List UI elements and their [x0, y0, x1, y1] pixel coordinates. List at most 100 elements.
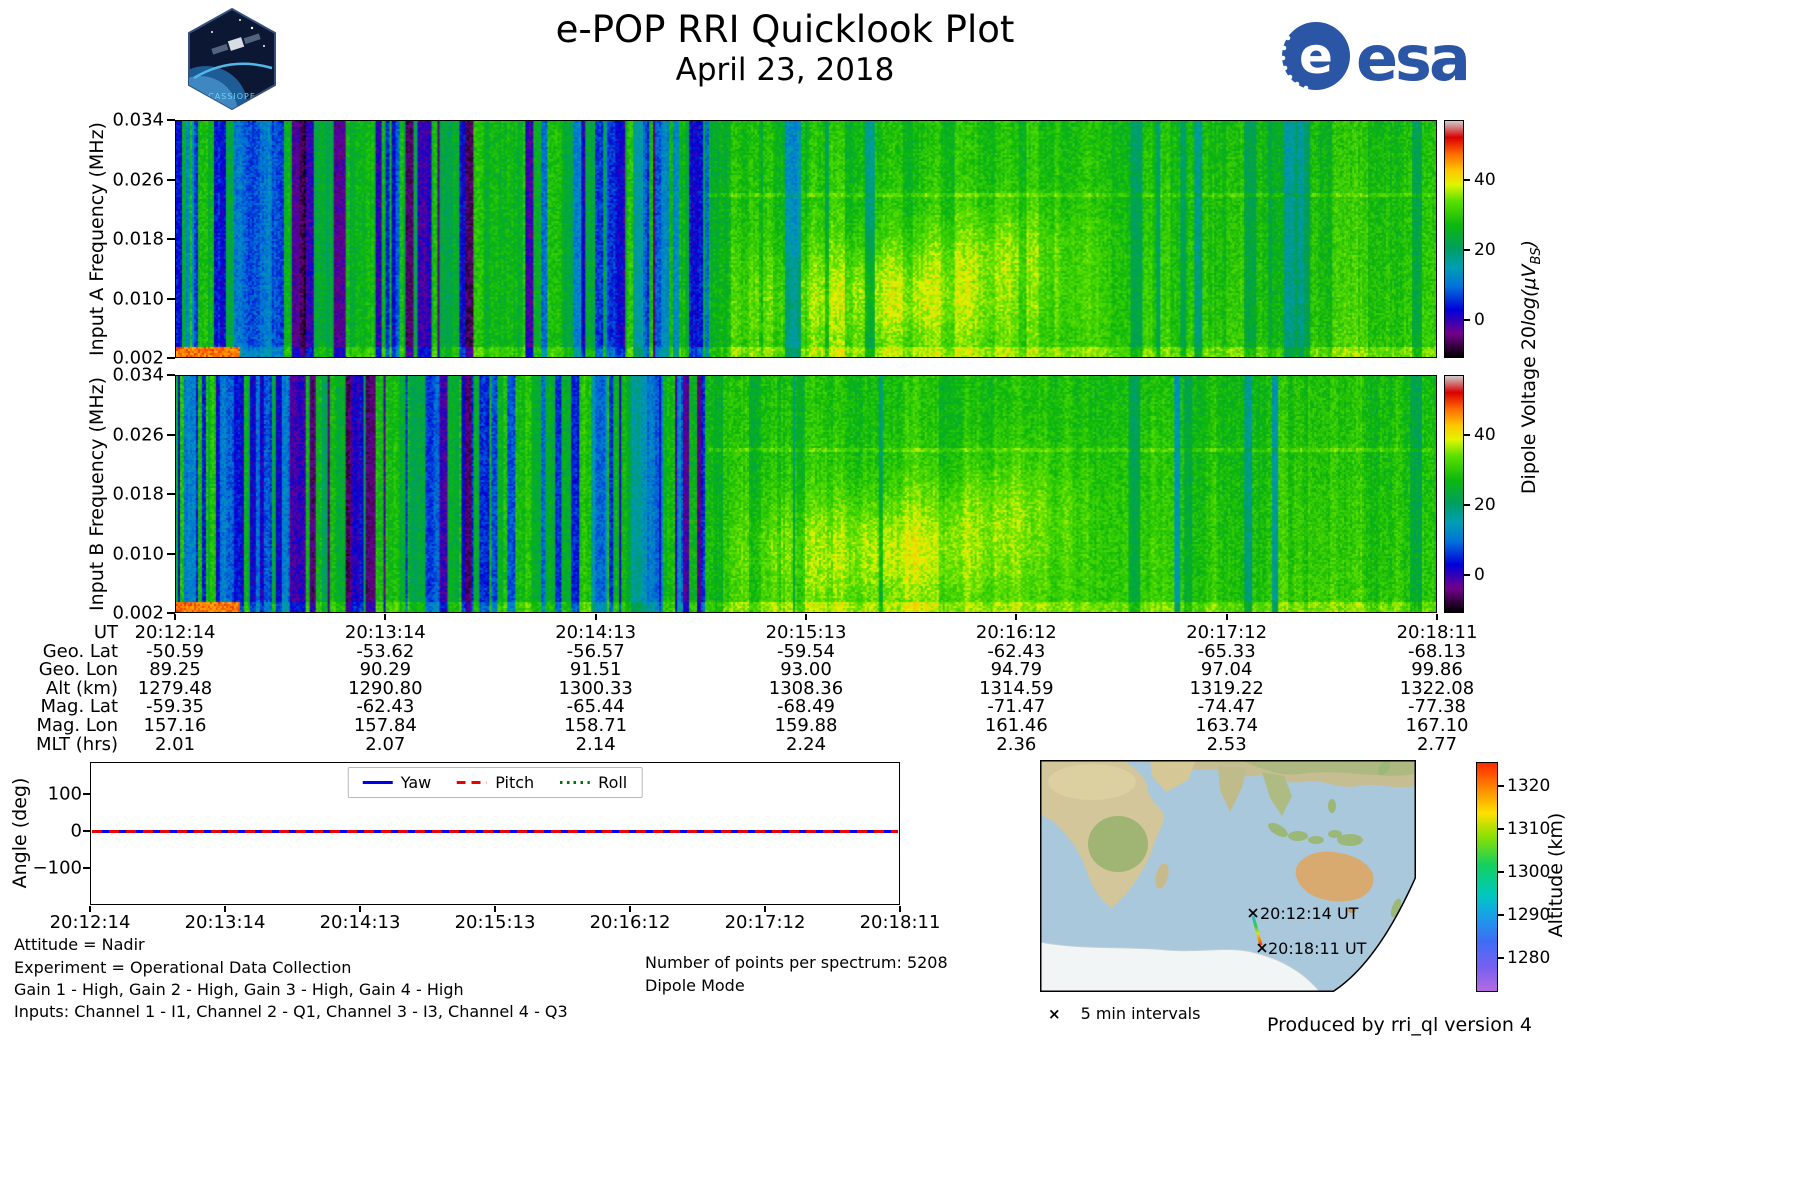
ephemeris-cell: -68.13: [1407, 640, 1467, 662]
track-end-label: 20:18:11 UT: [1268, 939, 1367, 958]
spectro-xtick-mark: [594, 614, 597, 620]
angle-ytick-label: −100: [32, 857, 82, 879]
angle-xtick-label: 20:14:13: [319, 912, 401, 933]
angle-xtick-label: 20:15:13: [454, 912, 536, 933]
spectro-ytick-mark: [167, 297, 175, 300]
ephemeris-cell: 161.46: [984, 715, 1048, 736]
ephemeris-row-label: UT: [93, 622, 118, 643]
ephemeris-cell: 20:15:13: [765, 622, 847, 643]
angle-ytick-label: 100: [47, 783, 82, 805]
spectro-ytick-mark: [167, 433, 175, 436]
legend-item-yaw: Yaw: [362, 773, 432, 792]
colorbar-tick-mark: [1464, 434, 1470, 436]
ephemeris-cell: 157.84: [353, 715, 417, 736]
map-madagascar: [1155, 863, 1169, 889]
spectro-ytick-label: 0.018: [112, 228, 164, 250]
ephemeris-cell: 2.77: [1416, 733, 1458, 755]
colorbar-tick-label: 20: [1474, 240, 1496, 260]
ephemeris-cell: -50.59: [145, 640, 205, 662]
ephemeris-cell: 2.14: [575, 733, 616, 755]
note-points: Number of points per spectrum: 5208: [645, 953, 948, 972]
angle-xtick-label: 20:18:11: [859, 912, 941, 933]
angle-ytick-mark: [83, 830, 90, 832]
esa-wordmark: esa: [1356, 22, 1468, 95]
spectro-ytick-label: 0.018: [112, 483, 164, 505]
alt-colorbar-tick-label: 1300: [1507, 862, 1551, 882]
ephemeris-cell: -62.43: [356, 696, 415, 718]
track-start-label: 20:12:14 UT: [1260, 904, 1359, 923]
colorbar-tick-label: 40: [1474, 425, 1496, 445]
esa-logo-globe: [1282, 22, 1350, 90]
ephemeris-cell: 20:12:14: [134, 622, 216, 643]
colorbar-tick-label: 40: [1474, 170, 1496, 190]
ephemeris-cell: 1322.08: [1399, 677, 1475, 699]
ephemeris-cell: -68.49: [776, 696, 836, 718]
patch-mission-name: CASSIOPE: [208, 92, 256, 101]
angle-xtick-label: 20:13:14: [184, 912, 266, 933]
alt-colorbar-tick-mark: [1498, 871, 1504, 873]
spectro-ytick-label: 0.002: [112, 347, 164, 369]
spectro-xtick-mark: [174, 614, 176, 620]
patch-satellite: [211, 33, 261, 55]
spectro-ytick-mark: [167, 374, 175, 376]
ephemeris-row-label: Geo. Lat: [42, 640, 118, 662]
map-india: [1218, 766, 1246, 812]
alt-colorbar-tick-mark: [1498, 828, 1504, 830]
ephemeris-cell: -77.38: [1407, 696, 1467, 718]
map-tasmania: [1348, 907, 1356, 913]
note-inputs: Inputs: Channel 1 - I1, Channel 2 - Q1, …: [14, 1002, 568, 1021]
ephemeris-cell: 20:17:12: [1186, 622, 1268, 643]
ephemeris-cell: 2.24: [785, 733, 827, 755]
legend-label-yaw: Yaw: [400, 773, 432, 792]
angle-ytick-mark: [83, 867, 90, 869]
patch-earth-limb: [189, 76, 238, 109]
x-marker-glyph: ×: [1048, 1004, 1061, 1023]
map-asia-green: [1240, 760, 1416, 776]
alt-colorbar-tick-label: 1320: [1507, 776, 1551, 796]
angle-xtick-mark: [224, 906, 226, 912]
colorbar-tick-mark: [1464, 319, 1470, 321]
note-attitude: Attitude = Nadir: [14, 935, 145, 954]
alt-colorbar-tick-label: 1290: [1507, 905, 1551, 925]
colorbar-tick-label: 0: [1474, 565, 1485, 585]
map-indochina: [1262, 772, 1292, 816]
colorbar-tick-label: 0: [1474, 310, 1485, 330]
map-islands: [1268, 760, 1391, 846]
spectro-ytick-mark: [167, 493, 175, 495]
map-border: [1040, 760, 1416, 992]
spectrogram-b-canvas: [176, 376, 1436, 612]
ephemeris-cell: -62.43: [987, 640, 1046, 662]
ephemeris-cell: 157.16: [143, 715, 207, 736]
map-australia: [1295, 851, 1374, 902]
ephemeris-cell: 159.88: [774, 715, 838, 736]
angle-xtick-mark: [359, 906, 361, 912]
ephemeris-cell: 158.71: [564, 715, 628, 736]
alt-colorbar-tick-label: 1310: [1507, 819, 1551, 839]
map-sahara: [1048, 764, 1136, 800]
spectro-xtick-mark: [805, 614, 807, 620]
angle-xtick-mark: [899, 906, 901, 912]
alt-colorbar-tick-mark: [1498, 914, 1504, 916]
angle-ytick-mark: [83, 793, 90, 795]
colorbar-tick-mark: [1464, 249, 1470, 251]
ephemeris-cell: 1290.80: [348, 677, 423, 699]
ephemeris-cell: 167.10: [1405, 715, 1469, 736]
ephemeris-cell: -65.44: [566, 696, 625, 718]
colorbar-label-close: ): [1518, 239, 1541, 248]
spectrogram-a-canvas: [176, 121, 1436, 357]
track-marker-end: [1257, 943, 1267, 953]
ephemeris-cell: -59.54: [776, 640, 836, 662]
plot-date: April 23, 2018: [675, 52, 895, 88]
ground-track: [1251, 915, 1263, 946]
angle-xtick-mark: [629, 906, 631, 912]
note-gains: Gain 1 - High, Gain 2 - High, Gain 3 - H…: [14, 980, 464, 999]
colorbar-tick-label: 20: [1474, 495, 1496, 515]
patch-swoosh: [193, 62, 273, 80]
spectro-ytick-label: 0.026: [112, 424, 164, 445]
colorbar-b: [1444, 375, 1464, 613]
ephemeris-cell: 97.04: [1200, 659, 1253, 681]
alt-colorbar-tick-mark: [1498, 785, 1504, 787]
spectro-ytick-mark: [167, 238, 175, 240]
angle-xtick-label: 20:16:12: [589, 912, 671, 933]
ephemeris-cell: 90.29: [359, 659, 412, 681]
